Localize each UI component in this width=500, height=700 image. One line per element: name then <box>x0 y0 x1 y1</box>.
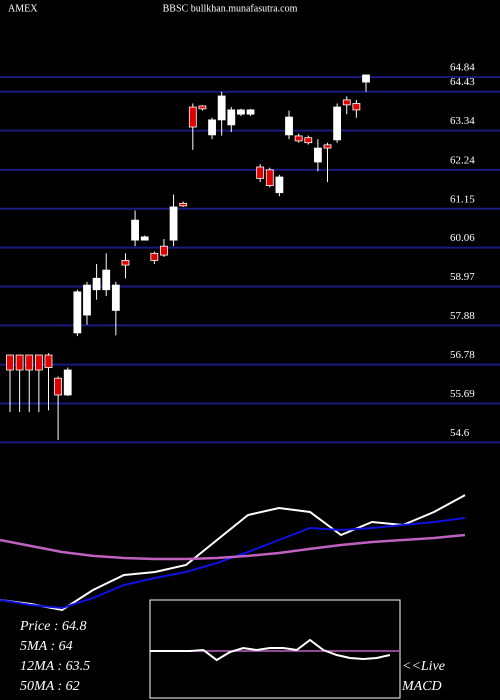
legend-entry: 50MA : 62 <box>20 679 80 694</box>
y-tick-label: 57.88 <box>450 310 475 322</box>
exchange: AMEX <box>8 3 38 14</box>
candle-body <box>131 219 139 241</box>
candle-body <box>304 137 313 144</box>
y-tick-label: 56.78 <box>450 349 475 361</box>
candle-body <box>54 377 63 396</box>
macd-box <box>149 599 401 699</box>
candle-body <box>160 245 168 256</box>
chart-title: BBSC bullkhan.munafasutra.com <box>163 3 298 14</box>
candle-body <box>256 166 265 179</box>
candle-body <box>63 369 72 396</box>
candle-body <box>25 354 34 371</box>
candle-body <box>275 176 284 194</box>
candle-body <box>313 147 322 163</box>
candle-body <box>102 269 111 291</box>
y-tick-label: 55.69 <box>450 388 475 400</box>
candle-body <box>188 106 197 128</box>
y-tick-label: 61.15 <box>450 193 475 205</box>
candle-body <box>217 95 226 121</box>
candle-body <box>83 284 91 316</box>
legend-entry: 12MA : 63.5 <box>20 659 90 674</box>
candle-body <box>246 109 255 115</box>
y-tick-label: 63.34 <box>450 115 475 127</box>
candle-body <box>6 354 14 371</box>
legend-entry: 5MA : 64 <box>20 639 73 654</box>
y-tick-label: 58.97 <box>450 271 475 283</box>
candle-body <box>169 206 178 241</box>
candle-body <box>362 74 370 83</box>
candle-body <box>179 202 188 207</box>
y-tick-label: 64.43 <box>450 76 475 88</box>
candle-body <box>265 169 274 186</box>
candle-body <box>198 105 207 110</box>
candle-body <box>323 144 332 149</box>
indicator-line <box>0 533 466 561</box>
legend-entry: Price : 64.8 <box>19 619 86 634</box>
live-label: <<Live <box>402 659 445 674</box>
candle-body <box>208 119 216 136</box>
y-tick-label: 62.24 <box>450 154 475 166</box>
y-tick-label: 54.6 <box>450 427 470 439</box>
candle-body <box>140 236 149 241</box>
indicator-line <box>0 517 466 610</box>
candle-body <box>352 103 361 111</box>
candle-body <box>333 106 342 141</box>
live-label: MACD <box>401 679 442 694</box>
candle-body <box>121 260 130 266</box>
indicator-line <box>0 494 466 612</box>
candle-body <box>15 354 24 371</box>
candle-body <box>150 252 159 261</box>
candle-body <box>92 277 101 291</box>
candle-body <box>342 99 351 106</box>
candle-body <box>294 135 303 142</box>
candle-body <box>237 109 245 115</box>
macd-line <box>150 638 391 662</box>
candle-body <box>34 354 43 371</box>
candle-body <box>44 354 53 368</box>
candle-body <box>285 116 293 136</box>
candle-body <box>227 109 236 126</box>
candle-body <box>111 284 120 311</box>
candle-body <box>73 291 82 334</box>
y-tick-label: 64.84 <box>450 62 475 74</box>
y-tick-label: 60.06 <box>450 232 475 244</box>
